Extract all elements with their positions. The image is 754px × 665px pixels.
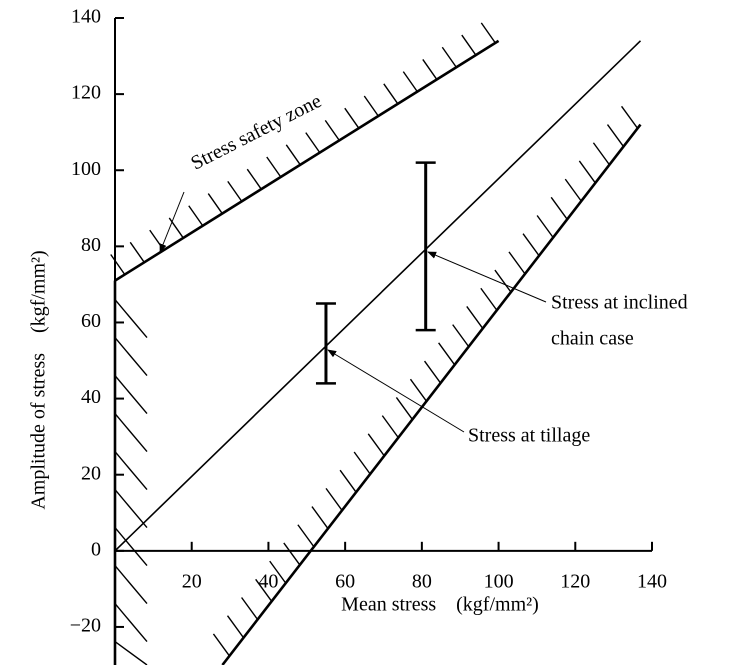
- hatch: [114, 489, 148, 529]
- hatch: [207, 193, 223, 214]
- line: [114, 40, 642, 552]
- hatch: [494, 269, 512, 293]
- hatch: [409, 378, 428, 402]
- x-tick-label: 80: [412, 570, 432, 592]
- y-axis-label: Amplitude of stress (kgf/mm²): [28, 250, 50, 509]
- y-tick-label: 20: [81, 462, 101, 484]
- hatch: [367, 433, 385, 457]
- hatch: [578, 160, 596, 184]
- hatch: [212, 633, 231, 657]
- hatch: [227, 180, 243, 202]
- hatch: [297, 524, 315, 548]
- hatch: [168, 217, 184, 239]
- hatch: [114, 337, 148, 377]
- hatch: [188, 205, 204, 227]
- hatch: [564, 178, 582, 202]
- hatch: [395, 397, 413, 420]
- y-tick-label: 0: [91, 538, 101, 560]
- x-tick-label: 40: [258, 570, 278, 592]
- hatch: [592, 142, 610, 166]
- hatch: [461, 34, 477, 56]
- hatch: [114, 451, 148, 491]
- hatch: [344, 107, 360, 129]
- hatch: [522, 233, 540, 257]
- x-tick-label: 100: [484, 570, 514, 592]
- hatch: [381, 415, 399, 439]
- hatch: [114, 413, 148, 453]
- hatch: [452, 324, 470, 348]
- hatch: [621, 105, 639, 129]
- hatch: [324, 120, 340, 141]
- line: [221, 123, 642, 665]
- y-tick-label: 100: [71, 158, 101, 180]
- hatch: [241, 597, 259, 620]
- annotation-arrow: [427, 251, 547, 303]
- y-tick-label: 80: [81, 234, 101, 256]
- hatch: [508, 251, 526, 275]
- hatch: [402, 71, 418, 93]
- hatch: [226, 615, 245, 639]
- hatch: [438, 342, 456, 366]
- line: [114, 39, 500, 282]
- hatch: [246, 168, 262, 190]
- hatch: [266, 156, 282, 178]
- hatch: [285, 144, 301, 166]
- y-tick-label: 60: [81, 310, 101, 332]
- annotation: Stress at inclined: [551, 292, 688, 314]
- hatch: [339, 469, 357, 493]
- x-tick-label: 60: [335, 570, 355, 592]
- hatch: [305, 132, 321, 153]
- hatch: [114, 603, 148, 643]
- hatch: [422, 59, 438, 80]
- y-tick-label: −20: [70, 615, 101, 637]
- x-tick-label: 140: [637, 570, 667, 592]
- hatch: [353, 451, 371, 475]
- hatch: [114, 375, 148, 415]
- hatch: [114, 641, 148, 665]
- hatch: [536, 215, 554, 238]
- hatch: [114, 565, 148, 605]
- hatch: [283, 542, 301, 566]
- y-tick-label: 120: [71, 82, 101, 104]
- hatch: [466, 306, 484, 329]
- hatch: [149, 229, 165, 251]
- hatch: [129, 241, 145, 263]
- hatch: [480, 287, 498, 311]
- hatch: [325, 487, 343, 511]
- x-tick-label: 120: [560, 570, 590, 592]
- annotation: Stress at tillage: [468, 425, 590, 447]
- y-tick-label: 40: [81, 386, 101, 408]
- x-axis-label: Mean stress (kgf/mm²): [341, 594, 539, 616]
- hatch: [114, 527, 148, 567]
- annotation-arrow: [327, 349, 465, 433]
- hatch: [311, 506, 329, 529]
- hatch: [480, 22, 496, 44]
- y-tick-label: 140: [71, 6, 101, 28]
- hatch: [363, 95, 379, 117]
- hatch: [269, 560, 287, 584]
- x-tick-label: 20: [182, 570, 202, 592]
- hatch: [114, 299, 148, 339]
- hatch: [255, 578, 273, 602]
- hatch: [606, 124, 625, 147]
- hatch: [423, 360, 442, 384]
- hatch: [550, 196, 568, 220]
- hatch: [441, 46, 457, 68]
- hatch: [110, 254, 126, 275]
- annotation: chain case: [551, 328, 634, 350]
- hatch: [383, 83, 399, 105]
